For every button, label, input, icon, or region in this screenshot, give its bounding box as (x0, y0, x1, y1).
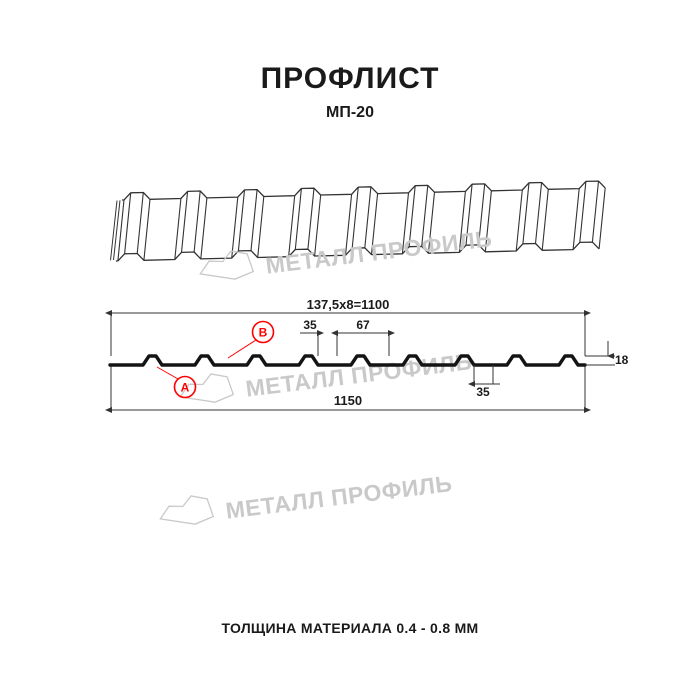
svg-text:35: 35 (303, 318, 317, 332)
svg-text:137,5x8=1100: 137,5x8=1100 (307, 297, 390, 312)
svg-text:35: 35 (476, 385, 490, 399)
svg-text:18: 18 (615, 353, 629, 367)
svg-text:1150: 1150 (334, 393, 362, 408)
svg-text:67: 67 (356, 318, 370, 332)
svg-text:B: B (259, 326, 268, 340)
svg-text:A: A (181, 381, 190, 395)
